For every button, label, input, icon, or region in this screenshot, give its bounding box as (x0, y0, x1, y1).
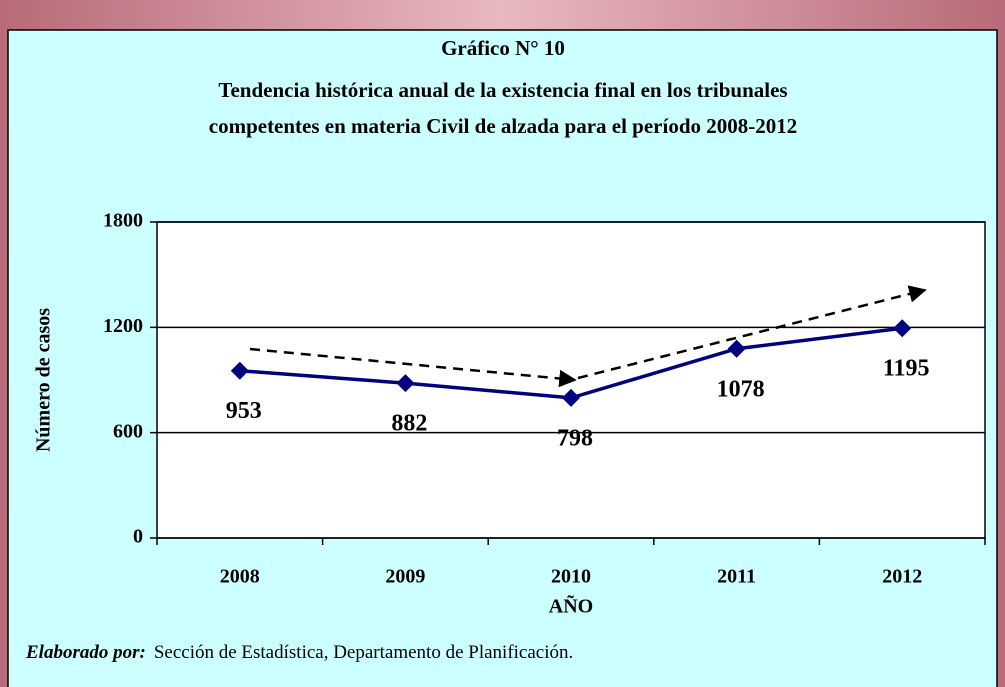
marker (727, 339, 746, 358)
chart-subtitle: Tendencia histórica anual de la existenc… (218, 78, 787, 102)
trend-arrow (577, 285, 927, 380)
y-tick-label: 1200 (103, 315, 143, 337)
plot-area (156, 221, 986, 539)
data-label: 798 (557, 425, 593, 451)
x-tick-label: 2010 (551, 566, 591, 588)
x-tick-label: 2008 (220, 566, 260, 588)
data-label: 1078 (717, 376, 765, 402)
x-axis-label: AÑO (549, 595, 593, 618)
marker (893, 319, 912, 338)
marker (230, 361, 249, 380)
data-label: 953 (226, 398, 262, 424)
chart-title: Gráfico N° 10 (441, 36, 565, 60)
data-label: 882 (391, 411, 427, 437)
y-axis-label: Número de casos (33, 308, 55, 452)
source-label: Elaborado por: (25, 642, 146, 663)
y-tick-label: 600 (113, 420, 143, 442)
y-tick-label: 1800 (103, 210, 143, 232)
x-tick-label: 2011 (717, 566, 756, 588)
data-label: 1195 (883, 356, 930, 382)
x-tick-label: 2009 (385, 566, 425, 588)
y-tick-label: 0 (133, 526, 143, 548)
chart-subtitle: competentes en materia Civil de alzada p… (209, 114, 798, 138)
source: Sección de Estadística, Departamento de … (154, 642, 573, 663)
marker (396, 374, 415, 393)
x-tick-label: 2012 (882, 566, 922, 588)
source-note: Elaborado por: Sección de Estadística, De… (25, 642, 573, 663)
trend-arrow (249, 347, 577, 388)
marker (562, 388, 580, 407)
